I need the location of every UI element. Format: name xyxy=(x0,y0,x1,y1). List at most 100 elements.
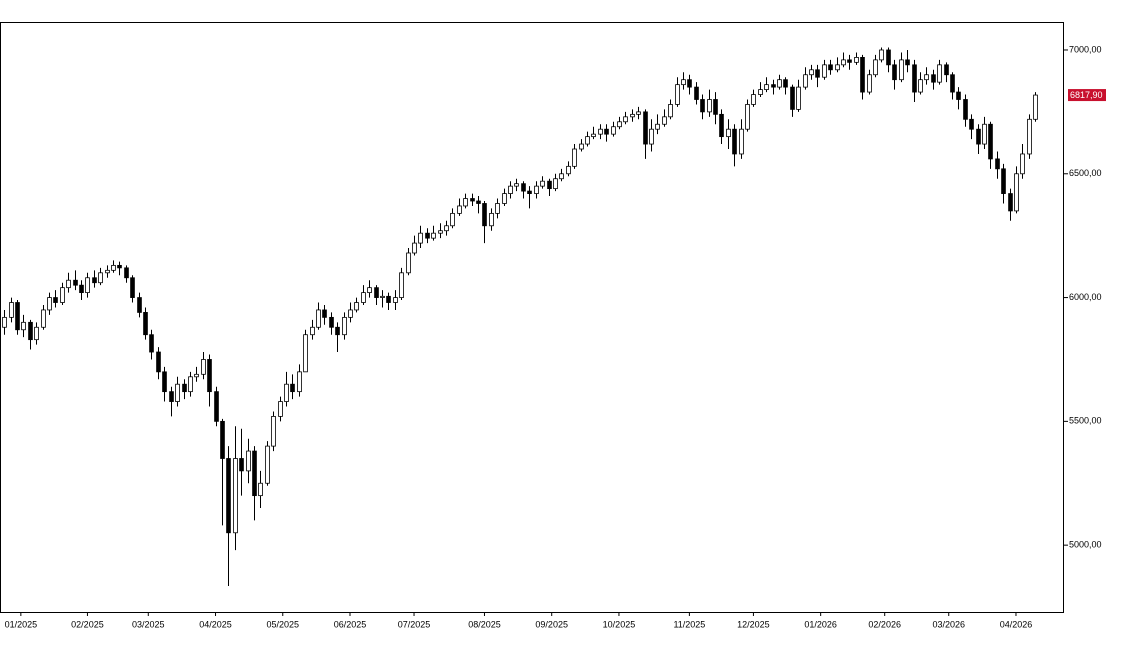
candle-body xyxy=(944,64,949,76)
candle-body xyxy=(918,79,923,93)
candle-body xyxy=(265,445,270,484)
candle-body xyxy=(246,450,251,472)
candle-body xyxy=(214,391,219,422)
candle-body xyxy=(745,104,750,130)
candle-body xyxy=(425,232,430,239)
candle-body xyxy=(931,74,936,83)
candle-body xyxy=(611,126,616,135)
candle-body xyxy=(598,128,603,135)
candle-body xyxy=(85,277,90,294)
x-tick-label: 02/2025 xyxy=(71,619,104,629)
candle-body xyxy=(879,49,884,61)
candle-body xyxy=(540,180,545,187)
x-tick-label: 04/2025 xyxy=(199,619,232,629)
candle-body xyxy=(912,64,917,93)
candle-body xyxy=(431,232,436,239)
candle-body xyxy=(579,143,584,150)
candle-body xyxy=(92,277,97,284)
candle-body xyxy=(9,302,14,318)
candle-body xyxy=(777,79,782,88)
candle-body xyxy=(892,64,897,81)
candle-body xyxy=(438,230,443,234)
candle-body xyxy=(21,321,26,331)
candle-body xyxy=(149,334,154,353)
x-tick-label: 01/2025 xyxy=(5,619,38,629)
candle-body xyxy=(66,279,71,289)
y-tick-label: 6000,00 xyxy=(1069,292,1102,302)
candle-body xyxy=(508,185,513,194)
candle-body xyxy=(53,297,58,303)
candle-body xyxy=(367,287,372,294)
candle-body xyxy=(514,183,519,187)
candle-body xyxy=(450,212,455,227)
candle-body xyxy=(361,292,366,303)
candle-body xyxy=(771,84,776,88)
candle-body xyxy=(60,287,65,303)
candle-body xyxy=(687,79,692,88)
candle-body xyxy=(399,272,404,298)
candle-body xyxy=(732,128,737,155)
candle-body xyxy=(995,158,1000,170)
candle-body xyxy=(899,59,904,81)
candle-body xyxy=(547,180,552,190)
x-tick-label: 08/2025 xyxy=(468,619,501,629)
candle-body xyxy=(796,86,801,110)
candle-body xyxy=(764,84,769,90)
candle-body xyxy=(681,79,686,86)
candle-body xyxy=(867,74,872,93)
candle-body xyxy=(937,64,942,83)
candle-body xyxy=(886,49,891,66)
candle-body xyxy=(559,173,564,180)
candle-body xyxy=(822,64,827,78)
candle-body xyxy=(527,190,532,194)
candle-body xyxy=(117,264,122,269)
candle-body xyxy=(380,295,385,298)
x-tick-label: 12/2025 xyxy=(737,619,770,629)
x-tick-label: 10/2025 xyxy=(603,619,636,629)
candle-body xyxy=(226,458,231,534)
candle-body xyxy=(675,84,680,105)
candle-body xyxy=(303,334,308,373)
candle-body xyxy=(297,371,302,393)
candle-body xyxy=(617,121,622,128)
plot-frame xyxy=(0,22,1064,613)
candle-body xyxy=(924,74,929,81)
candle-body xyxy=(374,287,379,298)
candle-body xyxy=(41,309,46,328)
x-tick-label: 05/2025 xyxy=(266,619,299,629)
candle-body xyxy=(124,267,129,279)
candle-body xyxy=(1020,153,1025,175)
candle-body xyxy=(835,64,840,71)
candle-body xyxy=(175,383,180,402)
candle-body xyxy=(310,326,315,336)
candle-body xyxy=(905,59,910,66)
candle-body xyxy=(873,59,878,76)
candle-body xyxy=(457,205,462,214)
candle-body xyxy=(162,371,167,393)
x-tick-label: 03/2025 xyxy=(132,619,165,629)
candle-body xyxy=(841,59,846,66)
candle-body xyxy=(130,277,135,298)
candle-body xyxy=(963,99,968,120)
x-tick-label: 01/2026 xyxy=(804,619,837,629)
candle-body xyxy=(476,200,481,204)
candle-body xyxy=(956,91,961,100)
candle-body xyxy=(591,133,596,138)
candle-body xyxy=(950,74,955,93)
candle-body xyxy=(783,79,788,88)
x-tick-label: 02/2026 xyxy=(868,619,901,629)
candle-body xyxy=(28,321,33,341)
candle-body xyxy=(739,128,744,155)
candle-body xyxy=(252,450,257,497)
x-tick-label: 11/2025 xyxy=(673,619,705,629)
candle-body xyxy=(412,242,417,254)
candle-body xyxy=(342,316,347,336)
candle-body xyxy=(988,123,993,160)
candle-body xyxy=(976,128,981,145)
candle-body xyxy=(169,391,174,402)
candle-body xyxy=(713,99,718,115)
candle-body xyxy=(585,136,590,145)
candle-body xyxy=(489,212,494,227)
candle-body xyxy=(386,295,391,303)
